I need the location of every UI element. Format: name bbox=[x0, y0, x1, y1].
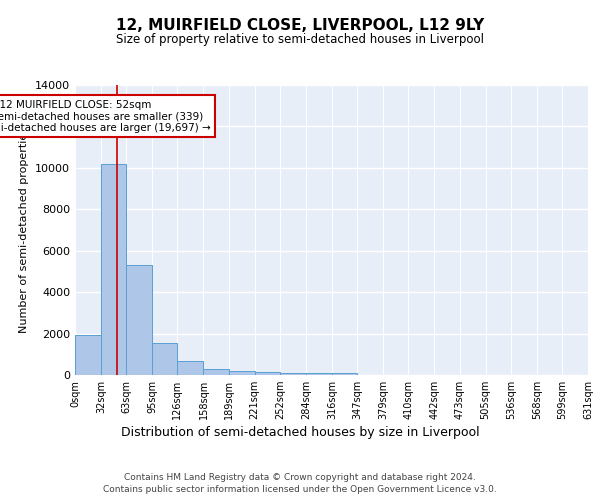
Bar bbox=[203, 369, 229, 375]
Bar bbox=[126, 265, 152, 375]
Bar bbox=[332, 372, 357, 375]
Y-axis label: Number of semi-detached properties: Number of semi-detached properties bbox=[19, 127, 29, 333]
Text: Contains public sector information licensed under the Open Government Licence v3: Contains public sector information licen… bbox=[103, 485, 497, 494]
Text: 12 MUIRFIELD CLOSE: 52sqm  
← 2% of semi-detached houses are smaller (339)
98% o: 12 MUIRFIELD CLOSE: 52sqm ← 2% of semi-d… bbox=[0, 100, 211, 132]
Bar bbox=[178, 360, 203, 375]
Bar bbox=[306, 373, 332, 375]
Bar bbox=[101, 164, 126, 375]
Bar bbox=[280, 373, 306, 375]
Text: Distribution of semi-detached houses by size in Liverpool: Distribution of semi-detached houses by … bbox=[121, 426, 479, 439]
Bar bbox=[229, 371, 254, 375]
Text: Size of property relative to semi-detached houses in Liverpool: Size of property relative to semi-detach… bbox=[116, 32, 484, 46]
Bar bbox=[152, 343, 178, 375]
Text: 12, MUIRFIELD CLOSE, LIVERPOOL, L12 9LY: 12, MUIRFIELD CLOSE, LIVERPOOL, L12 9LY bbox=[116, 18, 484, 32]
Bar bbox=[254, 372, 280, 375]
Bar bbox=[75, 334, 101, 375]
Text: Contains HM Land Registry data © Crown copyright and database right 2024.: Contains HM Land Registry data © Crown c… bbox=[124, 472, 476, 482]
